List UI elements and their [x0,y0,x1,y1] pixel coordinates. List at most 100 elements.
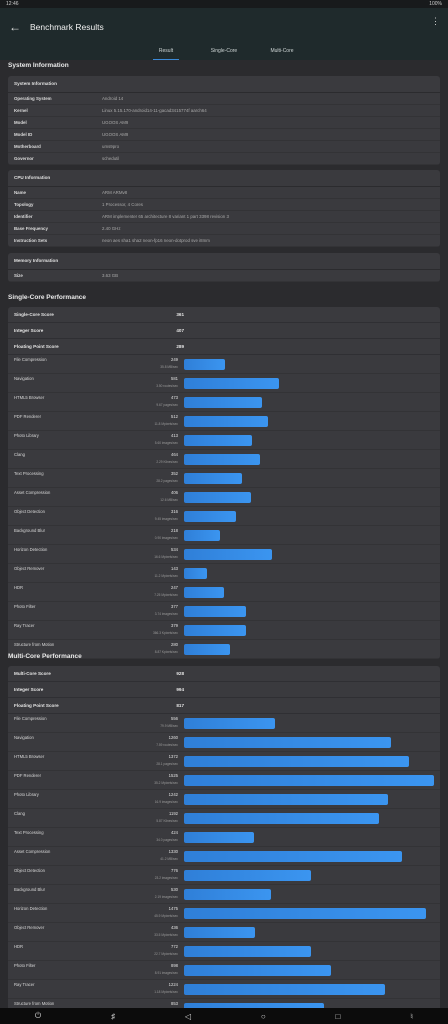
power-icon[interactable]: ⏻ [34,1011,42,1020]
score-row: Floating Point Score 817 [8,698,440,714]
workload-score: 352 [171,470,178,476]
score-value: 994 [176,687,184,692]
workload-name: Background Blur [14,887,45,892]
workload-row: File Compression 249 35.8 MB/sec [8,355,440,374]
workload-row: Photo Filter 377 3.74 images/sec [8,602,440,621]
workload-name: Navigation [14,735,34,740]
workload-score: 143 [171,565,178,571]
workload-throughput: 5.87 Klines/sec [156,819,178,823]
workload-name: Photo Library [14,792,39,797]
workload-row: Background Blur 218 0.90 images/sec [8,526,440,545]
home-icon[interactable]: ○ [260,1011,266,1021]
system-info-card: System Information Operating System Androi… [8,76,440,165]
workload-throughput: 11.8 Mpixels/sec [154,422,178,426]
info-key: Governor [14,156,34,161]
workload-score: 530 [171,886,178,892]
workload-name: Clang [14,452,25,457]
workload-score: 436 [171,924,178,930]
status-time: 12:46 [6,1,19,7]
page-title: Benchmark Results [30,22,104,32]
workload-score: 473 [171,394,178,400]
back-icon[interactable]: ◁ [184,1011,192,1021]
workload-bar [184,945,311,957]
workload-score: 1475 [168,905,178,911]
workload-bar [184,717,276,729]
workload-bar [184,736,391,748]
score-value: 289 [176,344,184,349]
tab-single-core[interactable]: Single-Core [210,48,238,54]
info-value: 2.40 GHz [102,226,121,231]
score-name: Floating Point Score [14,344,59,349]
workload-name: Object Remover [14,925,45,930]
workload-name: Asset Compression [14,849,51,854]
info-value: UGOOS AM9 [102,132,129,137]
memory-info-card: Memory Information Size 3.63 GB [8,253,440,282]
workload-bar [184,643,230,655]
workload-bar [184,396,262,408]
info-row: Topology 1 Processor, 4 Cores [8,199,440,211]
score-row: Integer Score 407 [8,323,440,339]
info-key: Size [14,273,23,278]
info-value: ARM ARMv8 [102,190,128,195]
workload-score: 424 [171,829,178,835]
tab-bar: Result Single-Core Multi-Core [0,46,448,60]
info-value: Linux 5.15.170-android14-11-gacad3415774… [102,108,207,113]
system-info-card-title: System Information [8,76,440,93]
workload-name: Horizon Detection [14,906,48,911]
app-bar: ← Benchmark Results ⋮ [0,8,448,46]
score-row: Single-Core Score 361 [8,307,440,323]
workload-bar [184,812,380,824]
info-key: Identifier [14,214,33,219]
workload-row: HDR 247 7.25 Mpixels/sec [8,583,440,602]
workload-throughput: 7.59 routes/sec [156,743,178,747]
workload-score: 464 [171,451,178,457]
workload-name: Clang [14,811,25,816]
workload-throughput: 28.1 pages/sec [156,762,178,766]
workload-score: 772 [171,943,178,949]
recents-icon[interactable]: □ [335,1011,341,1021]
back-arrow-icon[interactable]: ← [9,20,21,34]
cpu-info-card-title: CPU Information [8,170,440,187]
info-value: ums9pro [102,144,120,149]
workload-throughput: 3.50 routes/sec [156,384,178,388]
workload-bar [184,869,312,881]
workload-score: 534 [171,546,178,552]
workload-row: PDF Renderer 512 11.8 Mpixels/sec [8,412,440,431]
workload-row: HDR 772 22.7 Mpixels/sec [8,942,440,961]
info-row: Model UGOOS AM9 [8,117,440,129]
workload-name: Object Detection [14,509,45,514]
workload-name: Photo Filter [14,604,36,609]
tab-multi-core[interactable]: Multi-Core [270,48,294,54]
workload-name: Navigation [14,376,34,381]
volume-up-icon[interactable]: ♮ [410,1011,414,1021]
workload-name: Asset Compression [14,490,51,495]
workload-row: Photo Library 413 5.60 images/sec [8,431,440,450]
score-value: 817 [176,703,184,708]
workload-throughput: 2.29 Klines/sec [156,460,178,464]
info-value: 1 Processor, 4 Cores [102,202,143,207]
workload-bar [184,605,246,617]
workload-row: Horizon Detection 534 16.6 Mpixels/sec [8,545,440,564]
workload-bar [184,415,268,427]
info-key: Base Frequency [14,226,48,231]
workload-score: 556 [171,715,178,721]
workload-score: 1242 [168,791,178,797]
workload-row: Object Remover 143 11.2 Mpixels/sec [8,564,440,583]
workload-throughput: 41.2 MB/sec [160,857,178,861]
tab-result[interactable]: Result [137,46,195,60]
workload-row: Photo Library 1242 16.9 images/sec [8,790,440,809]
system-information-heading: System Information [8,62,69,69]
volume-down-icon[interactable]: ♯ [111,1011,116,1021]
score-name: Multi-Core Score [14,671,51,676]
workload-row: Navigation 1260 7.59 routes/sec [8,733,440,752]
workload-throughput: 3.74 images/sec [154,612,178,616]
score-row: Floating Point Score 289 [8,339,440,355]
more-options-icon[interactable]: ⋮ [431,16,440,26]
workload-name: PDF Renderer [14,773,41,778]
info-value: schedutil [102,156,120,161]
workload-throughput: 33.5 Mpixels/sec [154,933,178,937]
workload-bar [184,850,403,862]
workload-bar [184,548,272,560]
info-value: Android 14 [102,96,124,101]
multi-core-card: Multi-Core Score 928 Integer Score 994 Float… [8,666,440,1018]
